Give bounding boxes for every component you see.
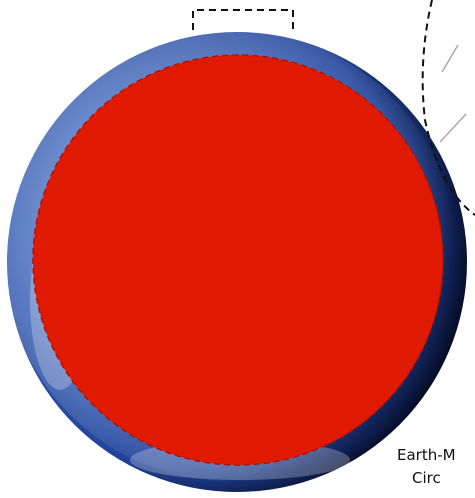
guide-line — [441, 44, 459, 73]
guide-line — [439, 113, 467, 143]
dashed-box — [192, 9, 294, 30]
red-circle — [32, 54, 444, 466]
label-line1: Earth-M — [397, 446, 456, 464]
dashed-arc — [421, 0, 475, 216]
label-line2: Circ — [412, 469, 441, 487]
